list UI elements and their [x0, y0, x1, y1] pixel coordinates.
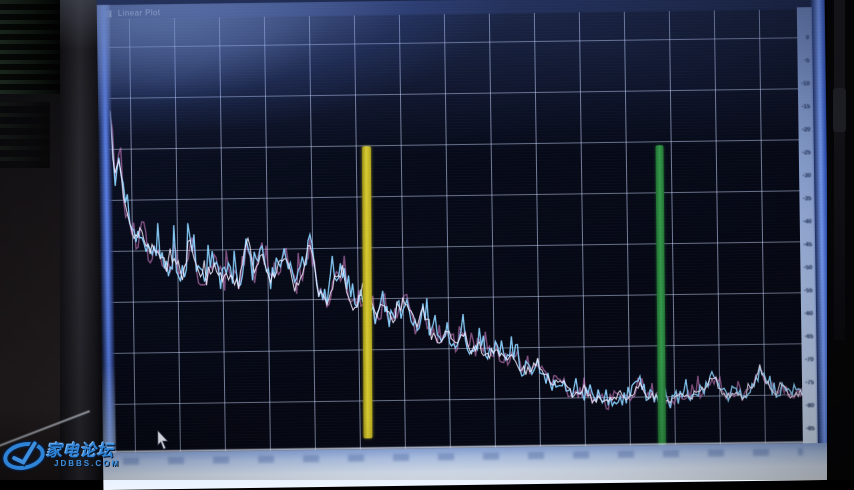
watermark-text-en: JDBBS.COM	[54, 459, 121, 468]
y-axis-tick-label: -80	[805, 403, 815, 410]
y-axis-tick-label: -60	[804, 311, 814, 318]
spectrum-trace	[109, 110, 807, 411]
y-axis-tick-label: -70	[804, 357, 814, 364]
y-axis-tick-label: -75	[805, 380, 815, 387]
monitor-bezel-left	[60, 0, 104, 480]
y-axis-tick-label: -35	[802, 196, 812, 203]
y-axis-tick-label: -20	[801, 127, 811, 134]
y-axis-tick-label: -45	[803, 242, 813, 249]
yellow-marker[interactable]	[361, 146, 373, 439]
spectrum-trace-cyan	[109, 110, 807, 409]
watermark: 家电论坛 JDBBS.COM	[1, 436, 130, 480]
y-axis-tick-label: -15	[801, 104, 811, 111]
spectrum-trace-pink	[109, 114, 807, 411]
y-axis-tick-label: -10	[801, 81, 810, 88]
screen-content: Linear Plot 0 -5 -10 -15 -20 -25 -30 -35 -40 -45-…	[96, 0, 832, 490]
monitor-screen: Linear Plot 0 -5 -10 -15 -20 -25 -30 -35 -40 -45-…	[96, 0, 832, 490]
y-axis-tick-label: -65	[804, 334, 814, 341]
bezel-streak	[834, 0, 845, 340]
shelf-slats-mid	[0, 102, 50, 168]
y-axis-tick-label: -50	[803, 265, 813, 272]
y-axis-tick-label: -25	[802, 150, 811, 157]
x-axis-label-smudges	[123, 448, 804, 465]
watermark-text-cn: 家电论坛	[46, 443, 115, 460]
y-axis-tick-label: -85	[805, 426, 815, 433]
shelf-slats-top	[0, 0, 64, 94]
y-axis-tick-label: -5	[804, 58, 810, 65]
monitor-bezel-right	[827, 0, 854, 480]
y-axis-tick-label: -30	[802, 173, 812, 180]
bezel-notch	[833, 88, 846, 132]
y-axis-tick-label: -40	[803, 219, 812, 226]
y-axis-tick-label: -55	[804, 288, 813, 295]
watermark-swoosh-icon	[1, 440, 47, 472]
y-axis-tick-label: 0	[805, 35, 810, 42]
mouse-cursor	[155, 429, 171, 450]
